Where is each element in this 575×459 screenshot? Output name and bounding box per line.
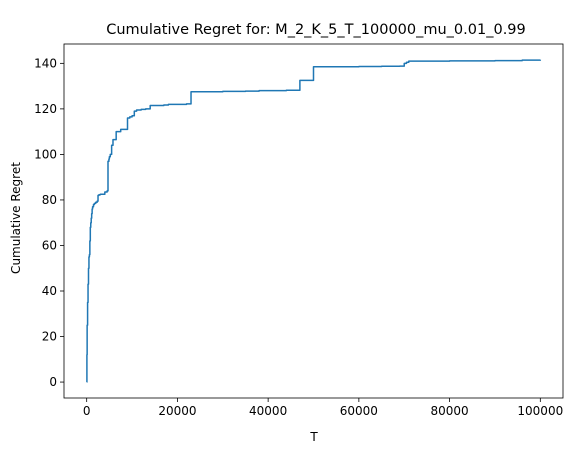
x-tick-label: 60000 <box>340 404 378 418</box>
y-tick-label: 40 <box>42 284 57 298</box>
y-tick-label: 80 <box>42 193 57 207</box>
y-tick-label: 120 <box>34 102 57 116</box>
chart-title: Cumulative Regret for: M_2_K_5_T_100000_… <box>106 22 526 38</box>
x-tick-label: 0 <box>83 404 91 418</box>
y-tick-label: 0 <box>49 375 57 389</box>
plot-frame <box>63 43 564 399</box>
y-axis-ticks: 0 20 40 60 80 100 120 140 <box>34 56 64 389</box>
x-axis-label: T <box>309 430 318 444</box>
x-axis-ticks: 0 20000 40000 60000 80000 100000 <box>83 398 563 418</box>
y-tick-label: 100 <box>34 147 57 161</box>
x-tick-label: 40000 <box>249 404 287 418</box>
x-tick-label: 80000 <box>430 404 468 418</box>
y-axis-label: Cumulative Regret <box>9 162 23 274</box>
y-tick-label: 60 <box>42 238 57 252</box>
cumulative-regret-line <box>86 59 542 383</box>
y-tick-label: 140 <box>34 56 57 70</box>
y-tick-label: 20 <box>42 330 57 344</box>
x-tick-label: 100000 <box>517 404 563 418</box>
x-tick-label: 20000 <box>158 404 196 418</box>
plot-area <box>86 59 542 383</box>
